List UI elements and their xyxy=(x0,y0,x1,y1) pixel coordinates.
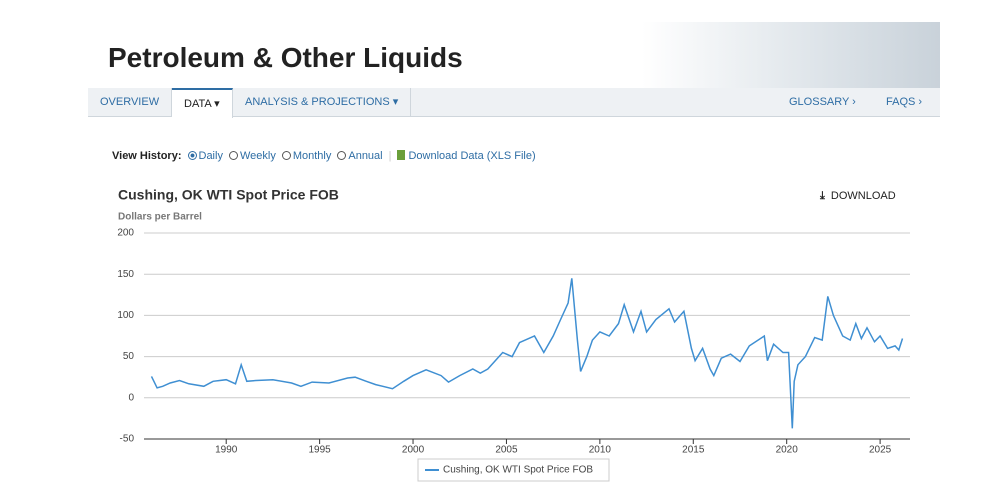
y-tick-label: 50 xyxy=(123,351,135,362)
x-tick-label: 2025 xyxy=(869,445,892,456)
download-button[interactable]: ⤓ DOWNLOAD xyxy=(820,190,896,203)
xls-icon xyxy=(397,150,406,160)
data-line xyxy=(150,278,904,429)
view-history-label: View History: xyxy=(112,150,182,162)
separator: | xyxy=(388,150,392,162)
radio-label[interactable]: Daily xyxy=(198,150,223,162)
nav-tab[interactable]: ANALYSIS & PROJECTIONS ▾ xyxy=(233,88,412,116)
x-tick-label: 1995 xyxy=(308,445,331,456)
y-tick-label: 200 xyxy=(117,228,134,239)
nav-tab[interactable]: DATA ▾ xyxy=(172,88,233,118)
radio-option[interactable]: Monthly xyxy=(281,150,332,162)
legend-box xyxy=(417,458,610,482)
radio-label[interactable]: Monthly xyxy=(292,150,332,162)
y-tick-label: 150 xyxy=(117,269,134,280)
nav-bar: OVERVIEW DATA ▾ ANALYSIS & PROJECTIONS ▾ FA… xyxy=(88,88,940,118)
download-data-link[interactable]: Download Data (XLS File) xyxy=(397,150,536,162)
x-tick-label: 2010 xyxy=(589,445,612,456)
view-history: View History: Daily Weekly Monthly Annual | D… xyxy=(112,150,536,162)
radio-button[interactable] xyxy=(187,151,197,160)
radio-button[interactable] xyxy=(228,151,238,160)
x-tick-label: 2015 xyxy=(682,445,705,456)
x-tick-label: 2020 xyxy=(776,445,799,456)
nav-tab[interactable]: OVERVIEW xyxy=(88,88,173,116)
y-tick-label: 0 xyxy=(128,392,134,403)
x-tick-label: 2005 xyxy=(495,445,518,456)
radio-label[interactable]: Annual xyxy=(348,150,383,162)
download-data-label[interactable]: Download Data (XLS File) xyxy=(408,150,536,162)
radio-option[interactable]: Annual xyxy=(337,150,383,162)
nav-link[interactable]: GLOSSARY › xyxy=(789,96,856,108)
nav-link[interactable]: FAQS › xyxy=(886,96,923,108)
banner: Petroleum & Other Liquids xyxy=(88,22,940,88)
chart-title: Cushing, OK WTI Spot Price FOB xyxy=(118,187,339,203)
radio-button[interactable] xyxy=(337,151,347,160)
download-label[interactable]: DOWNLOAD xyxy=(830,190,896,202)
y-tick-label: 100 xyxy=(117,310,134,321)
x-tick-label: 2000 xyxy=(402,445,425,456)
radio-option[interactable]: Weekly xyxy=(228,150,276,162)
chart-subtitle: Dollars per Barrel xyxy=(118,212,202,223)
legend-label: Cushing, OK WTI Spot Price FOB xyxy=(443,465,593,476)
radio-option[interactable]: Daily xyxy=(187,150,223,162)
download-icon: ⤓ xyxy=(820,190,825,202)
radio-button[interactable] xyxy=(281,151,291,160)
y-tick-label: -50 xyxy=(120,434,135,445)
radio-label[interactable]: Weekly xyxy=(239,150,276,162)
x-tick-label: 1990 xyxy=(215,445,238,456)
page-title: Petroleum & Other Liquids xyxy=(108,42,463,73)
